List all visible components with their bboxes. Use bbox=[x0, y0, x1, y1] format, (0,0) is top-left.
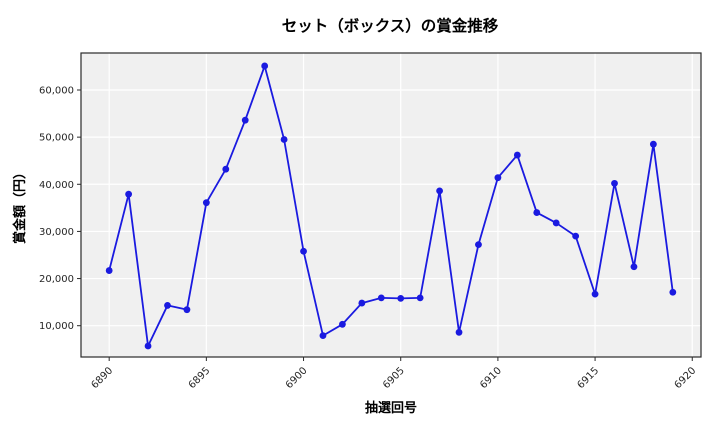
data-point-marker bbox=[164, 302, 171, 309]
data-point-marker bbox=[572, 232, 580, 240]
y-tick-label: 60,000 bbox=[39, 86, 74, 97]
data-point-marker bbox=[319, 332, 327, 339]
x-tick-label: 6915 bbox=[575, 365, 601, 391]
data-point-marker bbox=[591, 290, 599, 298]
y-tick-label: 40,000 bbox=[39, 180, 74, 191]
plot-area: 10,000 20,000 30,000 40,000 50,000 60,000 6890… bbox=[39, 52, 702, 391]
x-axis-label: 抽選回号 bbox=[365, 400, 417, 416]
y-tick-label: 50,000 bbox=[39, 133, 74, 144]
y-tick-label: 10,000 bbox=[39, 321, 74, 332]
data-point-marker bbox=[222, 165, 230, 173]
data-point-marker bbox=[358, 299, 366, 307]
data-point-marker bbox=[611, 179, 618, 187]
data-point-marker bbox=[377, 294, 385, 302]
x-tick-label: 6900 bbox=[284, 365, 310, 391]
data-point-marker bbox=[649, 140, 657, 148]
data-point-marker bbox=[183, 306, 191, 314]
x-tick-label: 6890 bbox=[90, 365, 116, 391]
data-point-marker bbox=[630, 263, 638, 271]
x-tick-label: 6905 bbox=[381, 365, 407, 391]
plot-border bbox=[80, 52, 702, 358]
data-point-marker bbox=[241, 116, 249, 124]
data-point-marker bbox=[144, 342, 152, 350]
data-point-marker bbox=[455, 328, 463, 336]
data-point-marker bbox=[339, 320, 346, 328]
data-point-marker bbox=[436, 187, 443, 195]
data-point-marker bbox=[669, 288, 677, 296]
data-point-marker bbox=[397, 294, 405, 302]
plot-background bbox=[81, 53, 701, 357]
data-point-marker bbox=[416, 294, 424, 302]
data-point-marker bbox=[261, 62, 269, 70]
x-tick-label: 6920 bbox=[673, 365, 699, 391]
data-point-marker bbox=[494, 174, 502, 182]
data-point-marker bbox=[202, 199, 210, 207]
data-point-marker bbox=[125, 190, 133, 198]
chart-title: セット（ボックス）の賞金推移 bbox=[282, 16, 499, 35]
x-tick-label: 6895 bbox=[187, 365, 213, 391]
data-point-marker bbox=[300, 247, 307, 255]
y-axis-label: 賞金額（円） bbox=[12, 166, 28, 244]
data-point-marker bbox=[533, 209, 541, 216]
x-tick-label: 6910 bbox=[478, 365, 504, 391]
data-point-marker bbox=[105, 267, 113, 274]
data-point-marker bbox=[552, 219, 560, 227]
data-point-marker bbox=[513, 151, 521, 159]
series-line bbox=[108, 65, 674, 347]
data-point-marker bbox=[280, 136, 288, 143]
y-tick-label: 30,000 bbox=[39, 227, 74, 238]
data-point-marker bbox=[475, 241, 482, 249]
y-tick-label: 20,000 bbox=[39, 274, 74, 285]
